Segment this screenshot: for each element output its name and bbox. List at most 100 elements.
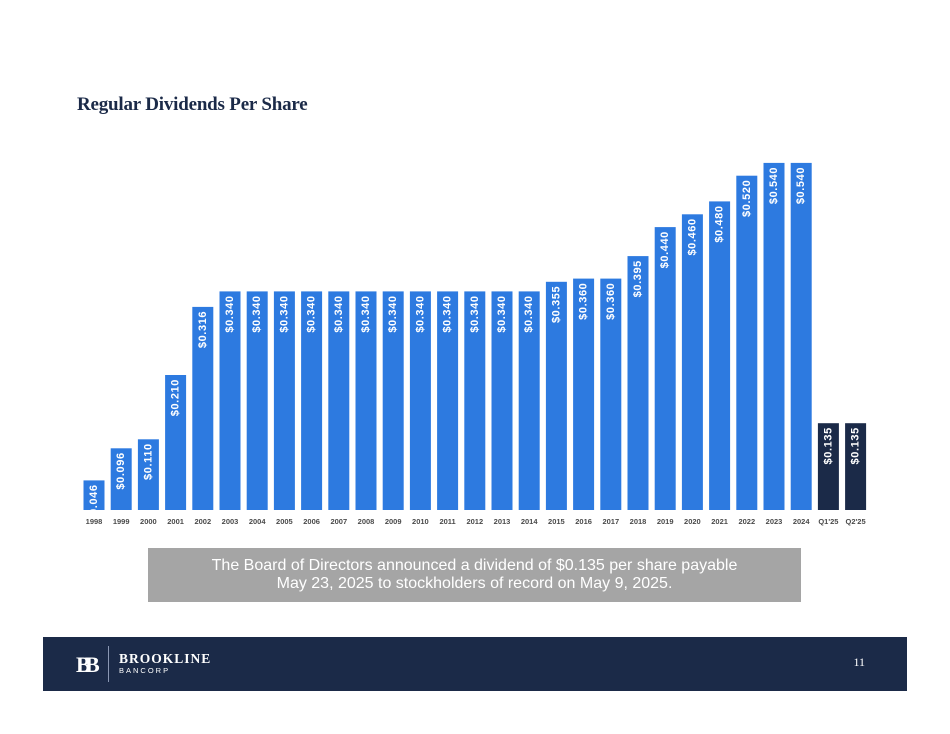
- bar-value-label: $0.135: [822, 427, 834, 464]
- bar-value-label: $0.355: [550, 286, 562, 323]
- svg-text:B: B: [76, 653, 91, 675]
- x-tick-label: 2023: [766, 517, 783, 526]
- bar-value-label: $0.340: [306, 295, 318, 332]
- x-tick-label: 2010: [412, 517, 429, 526]
- bar-value-label: $0.340: [523, 295, 535, 332]
- bar-value-label: $0.360: [578, 283, 590, 320]
- bar-2012: [464, 291, 486, 510]
- bar-2004: [246, 291, 268, 510]
- x-tick-label: 2024: [793, 517, 811, 526]
- bb-monogram-icon: B B: [76, 653, 100, 675]
- x-tick-label: 2009: [385, 517, 402, 526]
- bar-value-label: $0.210: [170, 379, 182, 416]
- bar-value-label: $0.480: [714, 205, 726, 242]
- bar-2001: [165, 375, 187, 510]
- bar-value-label: $0.135: [850, 427, 862, 464]
- bar-2013: [491, 291, 513, 510]
- bar-value-label: $0.340: [224, 295, 236, 332]
- bar-2005: [273, 291, 295, 510]
- bar-2018: [627, 256, 649, 510]
- x-tick-label: 2003: [222, 517, 239, 526]
- bar-value-label: $0.360: [605, 283, 617, 320]
- dividends-bar-chart: $0.046 $0.096 $0.110 $0.210 $0.316 $0.340 $0.3…: [83, 162, 867, 526]
- bar-2017: [600, 278, 622, 510]
- bar-2010: [409, 291, 431, 510]
- x-tick-label: Q1'25: [818, 517, 838, 526]
- x-tick-label: 2016: [575, 517, 592, 526]
- x-tick-label: 2014: [521, 517, 539, 526]
- bar-2015: [545, 281, 567, 510]
- dividend-announcement: The Board of Directors announced a divid…: [148, 548, 801, 602]
- bar-1998: [83, 480, 105, 510]
- bar-2024: [790, 162, 812, 510]
- x-tick-label: 2015: [548, 517, 565, 526]
- bar-2021: [709, 201, 731, 510]
- x-tick-label: 1999: [113, 517, 130, 526]
- bar-value-label: $0.340: [387, 295, 399, 332]
- bar-2019: [654, 227, 676, 510]
- logo-divider: [108, 646, 109, 682]
- x-tick-label: 2004: [249, 517, 267, 526]
- bar-2009: [382, 291, 404, 510]
- bar-value-label: $0.046: [88, 484, 100, 521]
- bar-2020: [681, 214, 703, 511]
- announcement-line-2: May 23, 2025 to stockholders of record o…: [276, 575, 673, 592]
- svg-text:B: B: [85, 653, 100, 675]
- bar-2003: [219, 291, 241, 510]
- x-tick-label: 2012: [466, 517, 483, 526]
- bar-Q2'25: [845, 423, 867, 510]
- bar-value-label: $0.340: [360, 295, 372, 332]
- bar-2016: [573, 278, 595, 510]
- bar-value-label: $0.316: [197, 311, 209, 348]
- x-tick-label: 2021: [711, 517, 728, 526]
- bar-value-label: $0.540: [768, 167, 780, 204]
- bar-value-label: $0.340: [469, 295, 481, 332]
- bar-value-label: $0.340: [278, 295, 290, 332]
- bar-2006: [301, 291, 323, 510]
- brookline-logo: B B BROOKLINE BANCORP: [76, 646, 211, 682]
- x-tick-label: 2018: [630, 517, 647, 526]
- bar-value-label: $0.340: [333, 295, 345, 332]
- x-tick-label: 2020: [684, 517, 701, 526]
- bar-value-labels-group: $0.046 $0.096 $0.110 $0.210 $0.316 $0.340 $0.3…: [88, 167, 862, 522]
- x-tick-label: 2013: [494, 517, 511, 526]
- x-tick-label: 2011: [439, 517, 455, 526]
- bar-2023: [763, 162, 785, 510]
- x-tick-label: 2001: [167, 517, 184, 526]
- x-tick-label: 2006: [303, 517, 320, 526]
- bar-value-label: $0.096: [115, 452, 127, 489]
- x-tick-label: 2017: [602, 517, 619, 526]
- bar-value-label: $0.520: [741, 180, 753, 217]
- x-tick-label: Q2'25: [846, 517, 866, 526]
- bar-value-label: $0.340: [251, 295, 263, 332]
- bar-1999: [110, 448, 132, 510]
- bar-value-label: $0.440: [659, 231, 671, 268]
- announcement-line-1: The Board of Directors announced a divid…: [211, 557, 738, 574]
- x-tick-label: 2019: [657, 517, 674, 526]
- x-tick-label: 2000: [140, 517, 157, 526]
- bar-2011: [437, 291, 459, 510]
- footer-bar: B B BROOKLINE BANCORP 11: [43, 637, 907, 691]
- bar-2008: [355, 291, 377, 510]
- bar-Q1'25: [817, 423, 839, 510]
- bars-group: [83, 162, 867, 511]
- bar-2014: [518, 291, 540, 510]
- bar-2007: [328, 291, 350, 510]
- x-tick-label: 2007: [330, 517, 347, 526]
- bar-value-label: $0.340: [496, 295, 508, 332]
- x-tick-label: 2008: [358, 517, 375, 526]
- brand-name: BROOKLINE: [119, 651, 212, 666]
- bar-value-label: $0.395: [632, 260, 644, 297]
- x-tick-label: 2022: [738, 517, 755, 526]
- bar-value-label: $0.540: [795, 167, 807, 204]
- bar-value-label: $0.340: [414, 295, 426, 332]
- x-tick-label: 1998: [86, 517, 103, 526]
- bar-2002: [192, 306, 214, 510]
- page-number: 11: [853, 655, 865, 669]
- x-tick-label: 2002: [194, 517, 211, 526]
- slide-title: Regular Dividends Per Share: [77, 94, 308, 115]
- bar-value-label: $0.340: [442, 295, 454, 332]
- bar-2022: [736, 175, 758, 510]
- bar-value-label: $0.110: [142, 443, 154, 480]
- x-tick-label: 2005: [276, 517, 293, 526]
